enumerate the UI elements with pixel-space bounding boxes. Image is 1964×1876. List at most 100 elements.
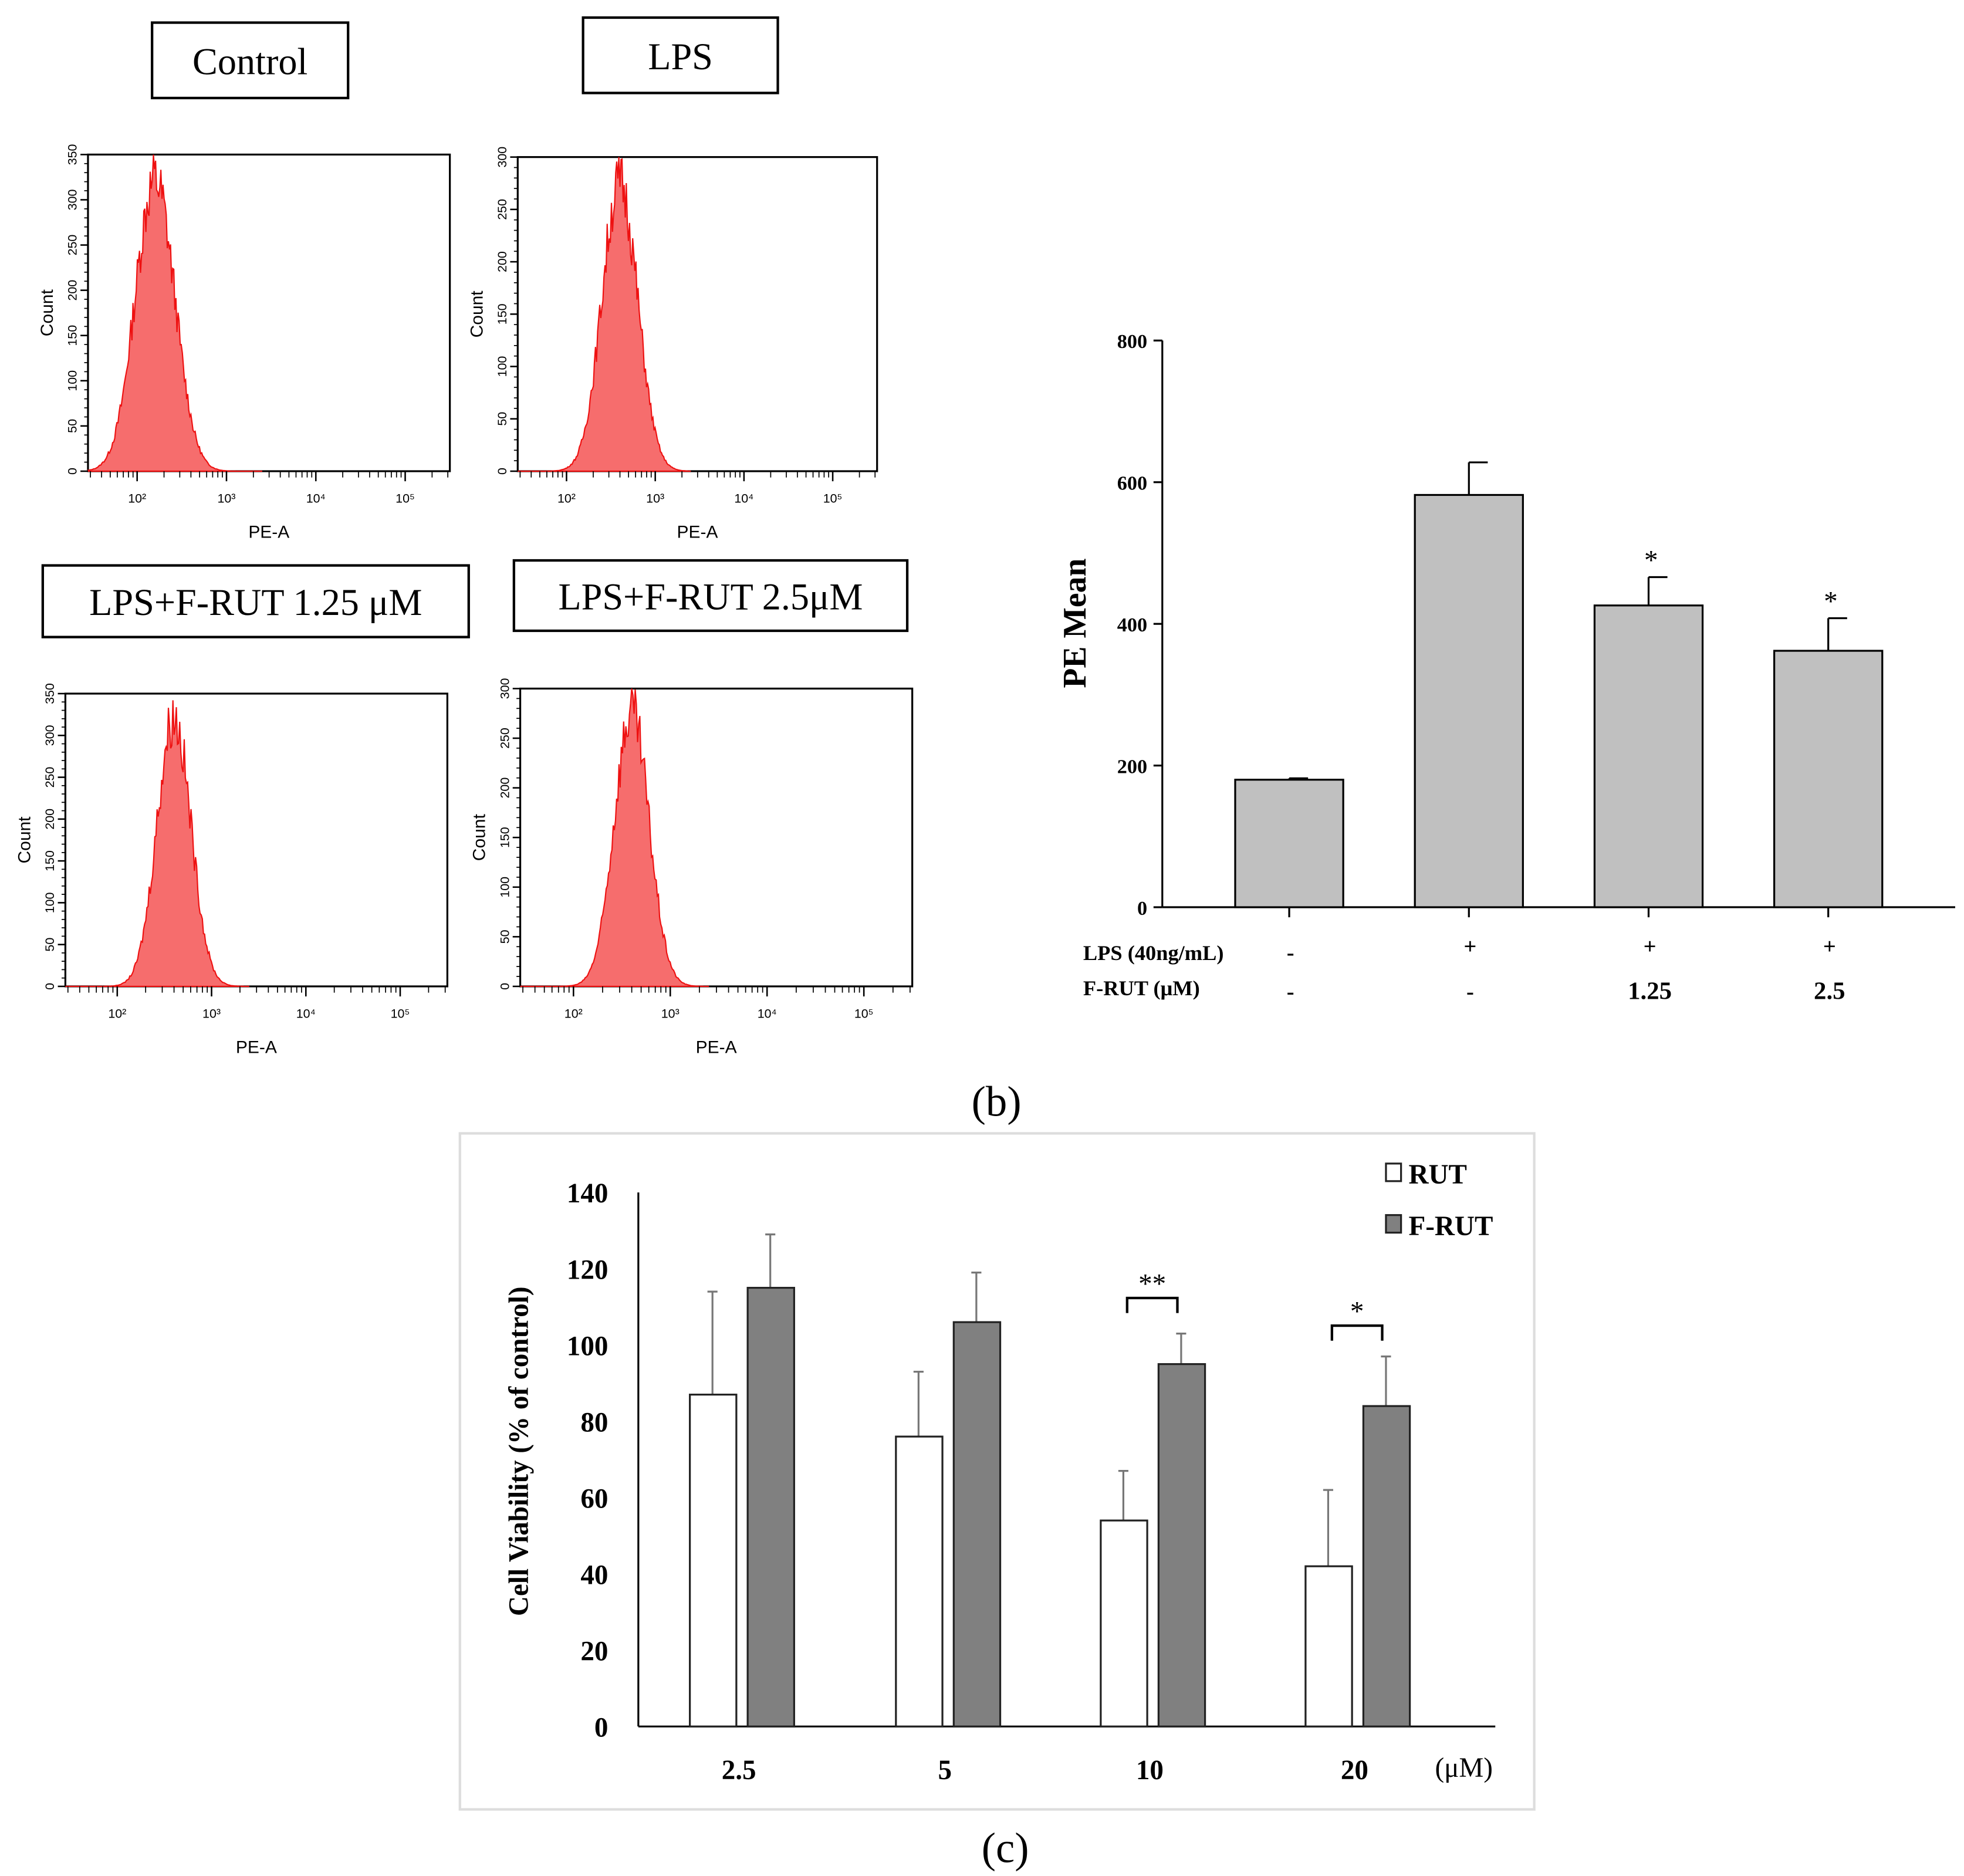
y-tick-label: 50	[43, 938, 57, 952]
bar-rut	[895, 1435, 944, 1728]
histogram-title-box	[512, 559, 909, 633]
y-tick-label: 350	[43, 683, 57, 704]
condition-value: -	[1287, 979, 1294, 1004]
x-tick-label: 10²	[557, 492, 576, 506]
legend-label: RUT	[1408, 1160, 1466, 1190]
y-tick-label: 150	[66, 325, 80, 346]
y-tick-label: 200	[1117, 755, 1147, 778]
y-tick-label: 150	[498, 827, 512, 848]
y-tick-label: 100	[498, 877, 512, 898]
condition-row-label: F-RUT (μM)	[1083, 976, 1200, 1000]
y-tick-label: 0	[66, 468, 80, 475]
x-unit-label: (μM)	[1435, 1753, 1492, 1783]
histogram-title-box	[151, 21, 350, 100]
condition-value: +	[1823, 934, 1836, 959]
y-axis-label: Cell Viability (% of control)	[503, 1286, 534, 1616]
x-tick-label: 10²	[564, 1006, 583, 1020]
panel-label-c: (c)	[982, 1824, 1029, 1871]
x-tick-label: 10²	[108, 1006, 126, 1020]
y-tick-label: 40	[580, 1560, 608, 1590]
x-axis-label: PE-A	[236, 1037, 277, 1057]
pe-mean-bar-chart: 0 200 400 600 800 PE Mean * * LPS (40ng/mL) - + + + F…	[1057, 330, 1955, 1005]
y-tick-label: 600	[1117, 472, 1147, 495]
bar-f-rut	[746, 1287, 795, 1728]
histogram-0: Control 0 50 100 150 200 250 300 350 10² 10³ 10⁴ 10⁵…	[38, 21, 451, 542]
y-tick-label: 100	[43, 892, 57, 913]
histogram-title-box	[41, 564, 470, 638]
y-tick-label: 0	[495, 468, 509, 475]
legend-label: F-RUT	[1408, 1211, 1493, 1242]
x-tick-label: 10⁴	[758, 1006, 777, 1020]
y-tick-label: 20	[580, 1636, 608, 1667]
y-tick-label: 200	[498, 778, 512, 799]
bar-rut	[689, 1394, 738, 1728]
y-tick-label: 100	[567, 1331, 609, 1361]
y-tick-label: 50	[66, 419, 80, 433]
histogram-title-box	[582, 16, 779, 94]
legend-swatch-f-rut	[1385, 1214, 1402, 1234]
y-tick-label: 0	[594, 1712, 609, 1743]
histogram-area	[87, 154, 262, 472]
condition-value: +	[1463, 934, 1476, 959]
y-tick-label: 800	[1117, 330, 1147, 353]
x-axis-label: PE-A	[248, 522, 289, 542]
legend-swatch-rut	[1385, 1162, 1402, 1182]
bar	[1414, 493, 1524, 908]
significance-marker: *	[1644, 546, 1658, 576]
histogram-title: LPS	[648, 36, 713, 77]
y-tick-label: 250	[66, 235, 80, 256]
significance-bracket	[1330, 1324, 1384, 1341]
bar	[1593, 604, 1704, 908]
cell-viability-bar-chart: 0 20 40 60 80 100 120 140 Cell Viability (% of c…	[458, 1132, 1536, 1811]
y-tick-label: 50	[498, 929, 512, 944]
x-tick-label: 2.5	[722, 1755, 756, 1786]
x-tick-label: 10⁴	[296, 1006, 316, 1020]
y-tick-label: 0	[1137, 897, 1147, 920]
y-tick-label: 300	[43, 725, 57, 746]
condition-value: 1.25	[1628, 977, 1672, 1005]
x-tick-label: 10⁵	[854, 1006, 874, 1020]
y-tick-label: 0	[43, 983, 57, 990]
x-tick-label: 10	[1136, 1755, 1164, 1786]
condition-value: -	[1287, 941, 1294, 965]
y-tick-label: 150	[495, 303, 509, 325]
bar-rut	[1100, 1519, 1148, 1728]
y-tick-label: 200	[66, 280, 80, 301]
y-tick-label: 140	[567, 1178, 609, 1209]
histogram-title: LPS+F-RUT 1.25 μM	[89, 582, 422, 623]
y-tick-label: 250	[495, 199, 509, 220]
bar-rut	[1304, 1565, 1353, 1728]
y-tick-label: 250	[43, 767, 57, 788]
bar-f-rut	[1157, 1363, 1206, 1728]
y-axis-label: Count	[470, 814, 489, 861]
y-tick-label: 0	[498, 983, 512, 990]
x-tick-label: 10³	[646, 492, 664, 506]
y-tick-label: 350	[66, 144, 80, 165]
flow-cytometry-panel: Control 0 50 100 150 200 250 300 350 10² 10³ 10⁴ 10⁵…	[15, 16, 914, 1057]
histogram-1: LPS 0 50 100 150 200 250 300 10² 10³ 10⁴ 10⁵ PE-A Cou…	[467, 16, 878, 542]
x-tick-label: 10⁵	[823, 492, 843, 506]
y-tick-label: 50	[495, 412, 509, 426]
y-axis-label: Count	[15, 816, 34, 864]
y-tick-label: 400	[1117, 614, 1147, 636]
y-tick-label: 200	[495, 251, 509, 272]
x-tick-label: 10³	[202, 1006, 221, 1020]
x-tick-label: 10⁵	[391, 1006, 410, 1020]
significance-marker: *	[1350, 1297, 1364, 1327]
x-axis-label: PE-A	[677, 522, 718, 542]
histogram-3: LPS+F-RUT 2.5μM 0 50 100 150 200 250 300 10² 10³ 1…	[470, 559, 914, 1057]
y-tick-label: 150	[43, 850, 57, 871]
y-tick-label: 80	[580, 1407, 608, 1438]
histogram-area	[518, 157, 691, 472]
significance-marker: **	[1138, 1269, 1166, 1299]
bar-f-rut	[1362, 1405, 1411, 1728]
x-tick-label: 5	[938, 1755, 952, 1786]
x-axis-label: PE-A	[696, 1037, 737, 1057]
x-tick-label: 20	[1341, 1755, 1368, 1786]
x-tick-label: 10²	[128, 492, 146, 506]
y-axis-label: Count	[38, 289, 57, 337]
panel-label-b: (b)	[972, 1077, 1022, 1125]
histogram-plot-frame	[516, 156, 878, 472]
x-tick-label: 10³	[217, 492, 235, 506]
